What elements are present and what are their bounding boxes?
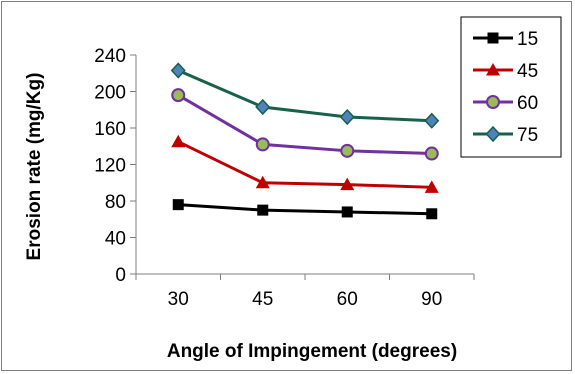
y-tick-label: 0 (115, 265, 126, 286)
x-axis-title: Angle of Impingement (degrees) (167, 341, 457, 362)
data-point-15 (426, 208, 438, 220)
data-point-45 (424, 180, 439, 193)
data-point-60 (424, 146, 439, 161)
data-point-60 (255, 137, 270, 152)
legend: 15 45 60 75 (460, 16, 562, 158)
legend-label: 45 (517, 61, 538, 82)
legend-item-60: 60 (473, 93, 538, 114)
series-group (170, 62, 440, 220)
legend-item-45: 45 (473, 61, 538, 82)
data-point-75 (424, 112, 440, 129)
axes (135, 55, 474, 275)
series-75 (170, 62, 440, 129)
series-line-60 (177, 93, 432, 156)
legend-item-75: 75 (473, 125, 538, 146)
data-point-60 (171, 88, 186, 103)
data-point-45 (340, 177, 355, 191)
y-tick-label: 200 (94, 83, 126, 104)
data-point-15 (341, 206, 353, 218)
x-tick-group: 30 45 60 90 (135, 274, 475, 310)
data-point-45 (255, 175, 270, 189)
series-15 (172, 199, 438, 220)
data-point-60 (340, 143, 355, 158)
y-tick-label: 240 (94, 46, 126, 67)
y-axis-title: Erosion rate (mg/Kg) (24, 73, 45, 261)
y-tick-label: 80 (105, 192, 126, 213)
series-45 (171, 134, 439, 193)
x-tick-label: 30 (168, 289, 189, 310)
series-60 (171, 88, 439, 161)
data-point-75 (339, 108, 355, 126)
data-point-15 (257, 204, 269, 216)
legend-marker (487, 32, 499, 44)
legend-label: 75 (517, 125, 538, 146)
legend-marker (486, 95, 500, 109)
series-line-75 (177, 69, 432, 123)
legend-marker (485, 125, 501, 143)
y-tick-label: 160 (94, 119, 126, 140)
y-tick-label: 120 (94, 156, 126, 177)
x-tick-label: 90 (421, 289, 442, 310)
data-point-45 (171, 134, 186, 148)
series-line-15 (178, 203, 432, 216)
data-point-75 (170, 62, 186, 79)
y-tick-label: 40 (105, 229, 126, 250)
data-point-75 (255, 98, 271, 116)
legend-label: 15 (517, 29, 538, 50)
x-tick-label: 45 (252, 289, 273, 310)
x-tick-label: 60 (337, 289, 358, 310)
y-tick-group: 0 40 80 120 160 200 240 (94, 46, 136, 286)
data-point-15 (172, 199, 184, 211)
legend-marker (486, 63, 500, 76)
series-line-45 (177, 140, 432, 189)
legend-item-15: 15 (473, 29, 538, 50)
legend-label: 60 (517, 93, 538, 114)
